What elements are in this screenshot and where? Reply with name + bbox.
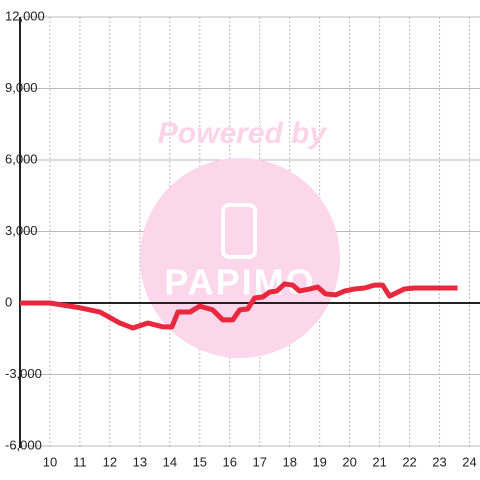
- x-tick-label: 11: [73, 454, 87, 469]
- y-tick-label: -3,000: [5, 366, 42, 381]
- x-tick-label: 16: [223, 454, 237, 469]
- x-tick-label: 23: [432, 454, 446, 469]
- x-tick-label: 22: [402, 454, 416, 469]
- x-tick-label: 10: [43, 454, 57, 469]
- x-tick-label: 24: [462, 454, 476, 469]
- y-tick-label: 6,000: [5, 151, 38, 166]
- x-tick-label: 19: [312, 454, 326, 469]
- watermark-group: PAPIMO Powered by: [140, 117, 340, 358]
- y-tick-label: 0: [5, 294, 12, 309]
- x-tick-label: 14: [163, 454, 177, 469]
- watermark-text: Powered by: [158, 117, 328, 150]
- logo-text: PAPIMO: [164, 262, 315, 303]
- x-tick-label: 17: [253, 454, 267, 469]
- x-tick-label: 12: [103, 454, 117, 469]
- x-tick-label: 15: [193, 454, 207, 469]
- y-tick-label: -6,000: [5, 437, 42, 452]
- y-tick-label: 12,000: [5, 8, 45, 23]
- y-tick-label: 9,000: [5, 80, 38, 95]
- data-line: [20, 281, 458, 331]
- x-tick-label: 21: [372, 454, 386, 469]
- x-tick-label: 20: [342, 454, 356, 469]
- logo-phone: [221, 203, 257, 259]
- y-tick-label: 3,000: [5, 223, 38, 238]
- x-tick-label: 13: [133, 454, 147, 469]
- x-tick-label: 18: [282, 454, 296, 469]
